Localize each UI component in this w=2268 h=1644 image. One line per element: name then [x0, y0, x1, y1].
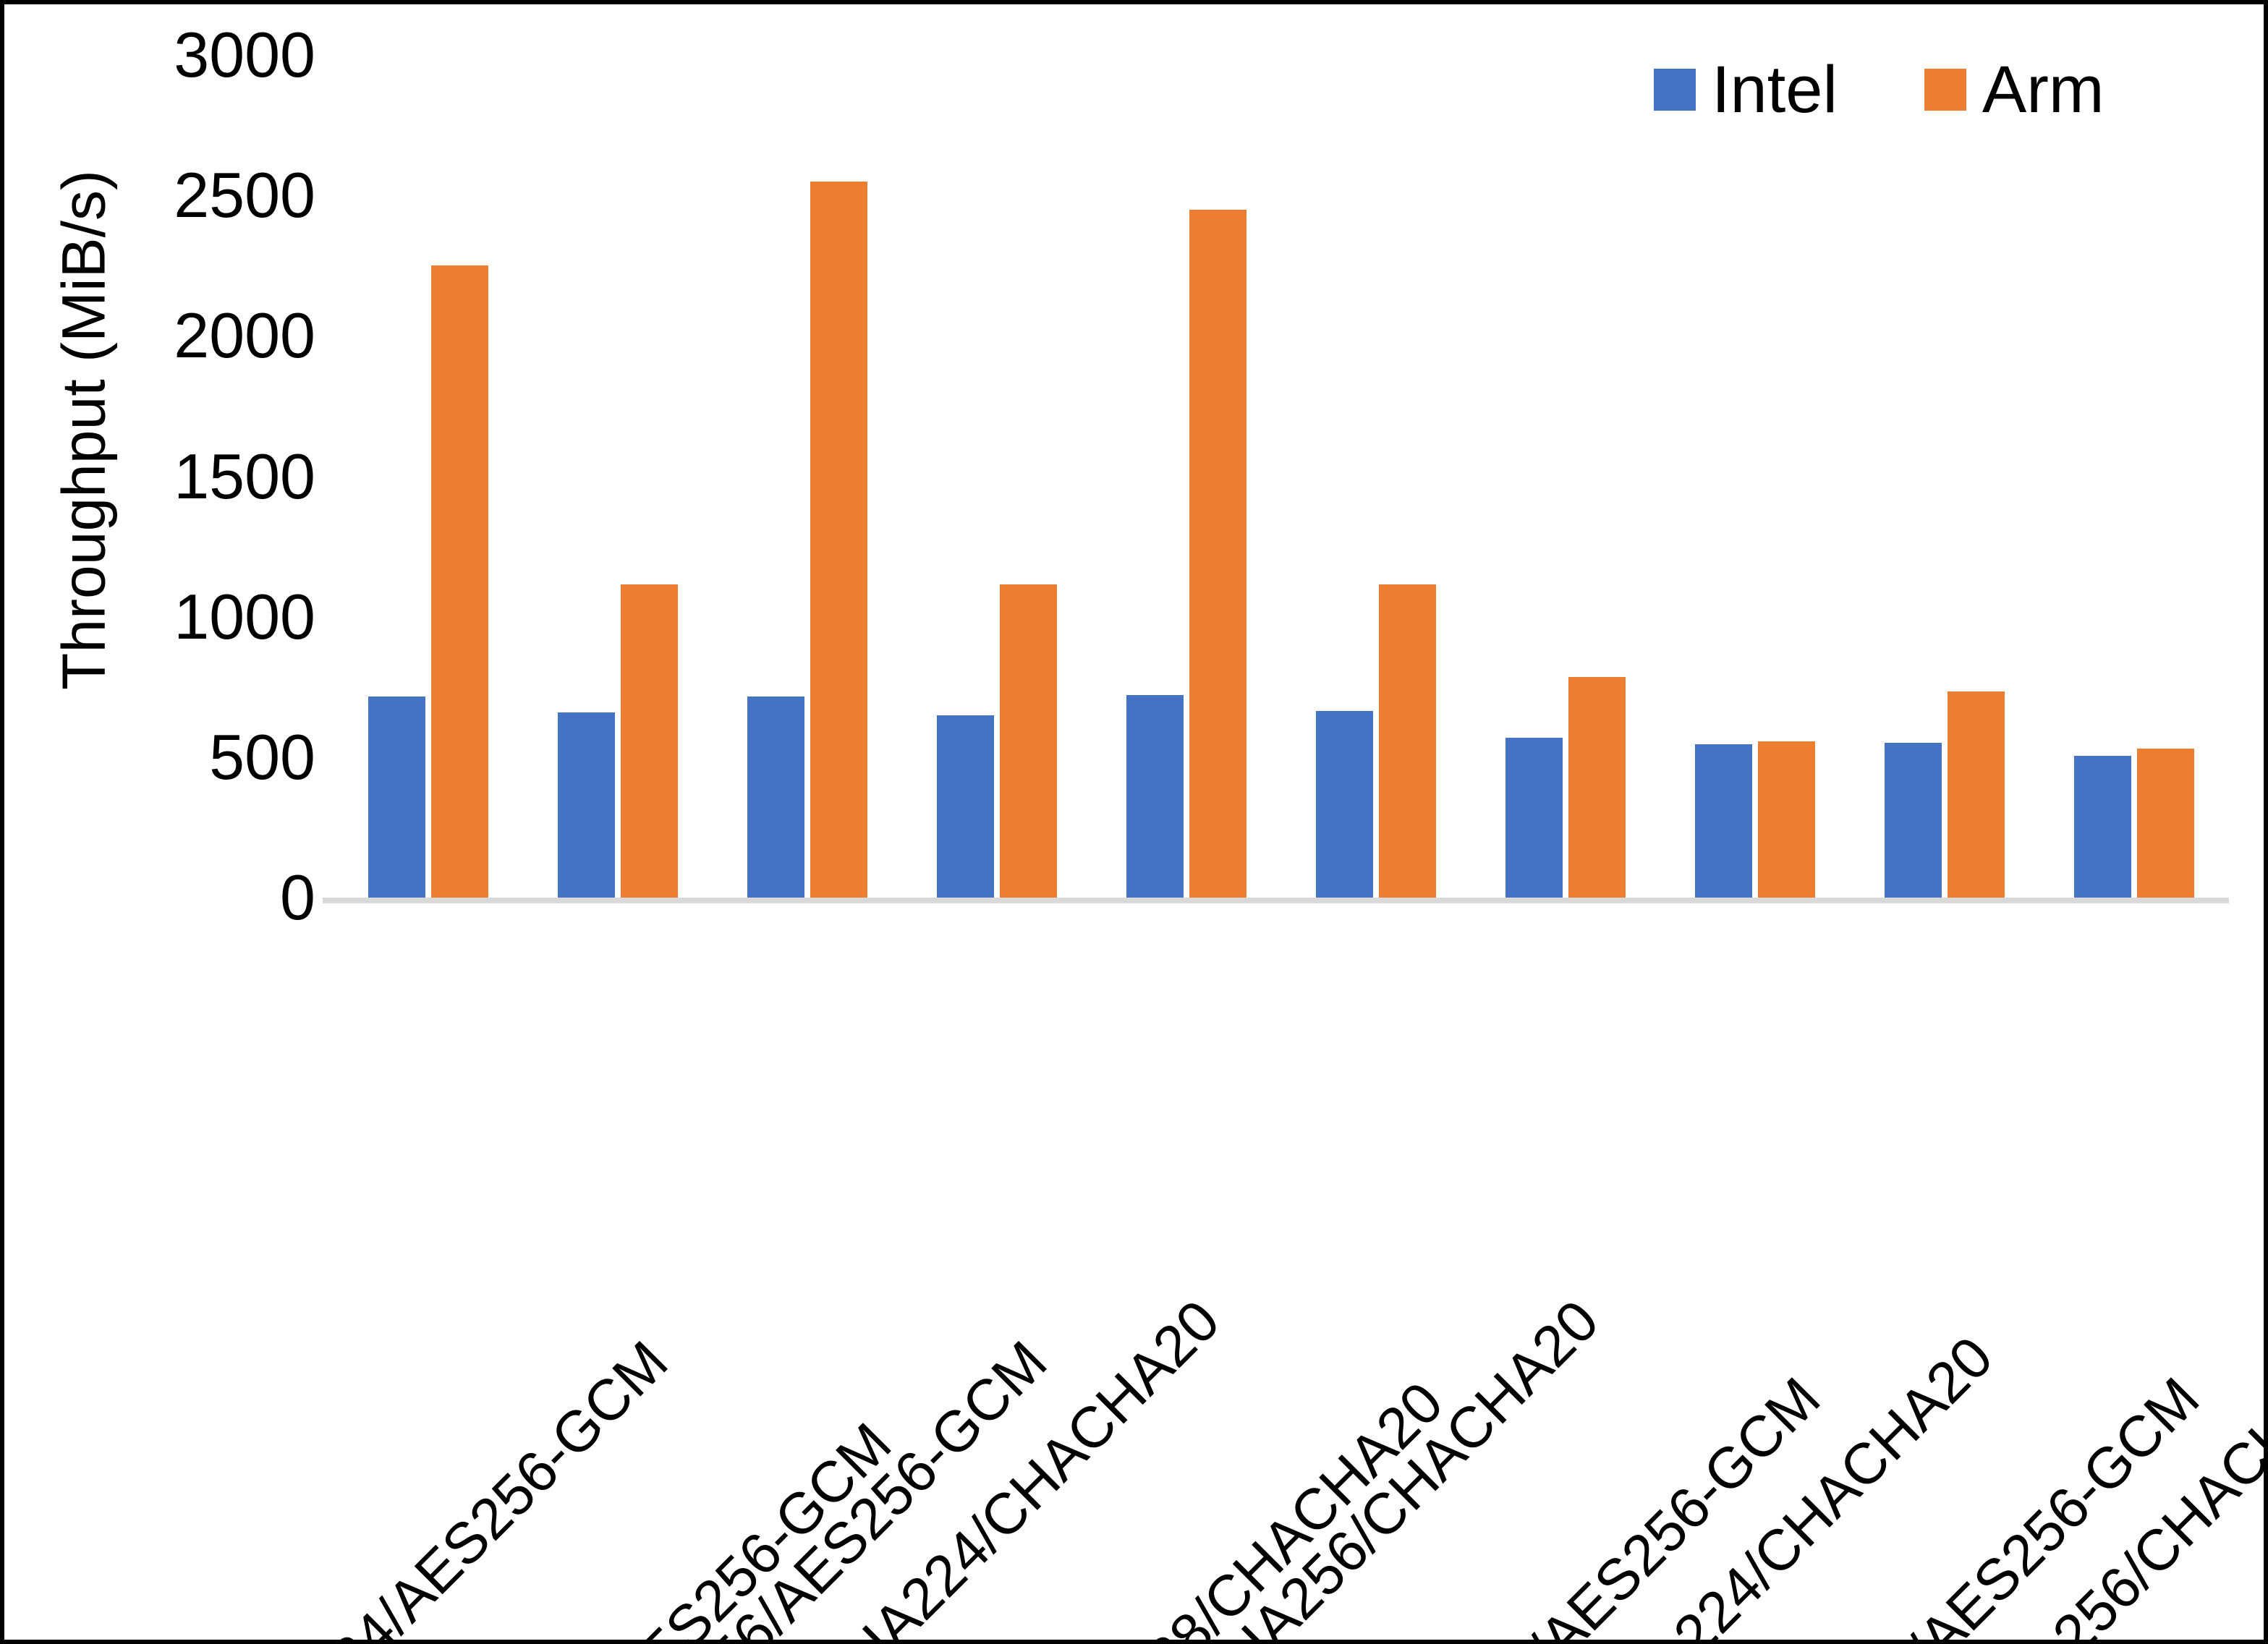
- bar-arm[interactable]: [1758, 741, 1815, 898]
- bar-group: [1092, 55, 1281, 898]
- y-axis-tick-label: 3000: [174, 19, 315, 90]
- bar-intel[interactable]: [2074, 755, 2131, 898]
- bar-group: [523, 55, 713, 898]
- bar-arm[interactable]: [1000, 584, 1057, 898]
- bar-intel[interactable]: [1695, 744, 1752, 898]
- y-axis-tick-labels: 3000 2500 2000 1500 1000 500 0: [127, 4, 315, 933]
- x-axis-category-labels: SHA224/AES256-GCMSHA256-128/AES256-GCMSH…: [211, 908, 2264, 1640]
- bar-intel[interactable]: [558, 712, 615, 898]
- bar-group: [1850, 55, 2039, 898]
- legend-label: Intel: [1712, 53, 1838, 127]
- bar-intel[interactable]: [1126, 695, 1184, 898]
- bar-arm[interactable]: [431, 265, 488, 898]
- bar-group: [902, 55, 1092, 898]
- bar-group: [713, 55, 902, 898]
- bar-group: [2039, 55, 2229, 898]
- y-axis-tick-label: 1500: [174, 440, 315, 512]
- y-axis-tick-label: 2000: [174, 299, 315, 372]
- legend-swatch-arm-icon: [1924, 69, 1966, 111]
- bar-intel[interactable]: [1885, 743, 1942, 898]
- bar-arm[interactable]: [1379, 584, 1436, 898]
- legend-label: Arm: [1982, 53, 2105, 127]
- plot-area: [323, 55, 2229, 903]
- legend-entry-arm[interactable]: Arm: [1924, 56, 2105, 123]
- y-axis-title: Throughput (MiB/s): [49, 170, 118, 690]
- bar-arm[interactable]: [810, 181, 867, 898]
- y-axis-tick-label: 0: [280, 861, 315, 933]
- legend-swatch-intel-icon: [1654, 69, 1696, 111]
- bar-intel[interactable]: [368, 697, 425, 898]
- y-axis-tick-label: 2500: [174, 159, 315, 231]
- x-axis-category-label: SHA224/AES256-GCM: [211, 1329, 680, 1644]
- bar-arm[interactable]: [621, 584, 678, 898]
- bar-group: [1660, 55, 1850, 898]
- bar-intel[interactable]: [1505, 737, 1563, 898]
- bar-groups: [334, 55, 2229, 898]
- bar-group: [1281, 55, 1471, 898]
- chart-legend: Intel Arm: [1654, 56, 2105, 123]
- bar-intel[interactable]: [1316, 710, 1373, 898]
- y-axis-tick-label: 500: [209, 720, 315, 793]
- bar-arm[interactable]: [1568, 677, 1626, 898]
- bar-group: [334, 55, 523, 898]
- bar-intel[interactable]: [747, 697, 804, 898]
- bar-arm[interactable]: [1948, 691, 2005, 898]
- bar-arm[interactable]: [1189, 209, 1246, 898]
- y-axis-tick-label: 1000: [174, 580, 315, 652]
- bar-intel[interactable]: [937, 715, 994, 898]
- x-axis-baseline: [323, 898, 2229, 903]
- legend-entry-intel[interactable]: Intel: [1654, 56, 1838, 123]
- bar-group: [1471, 55, 1660, 898]
- bar-arm[interactable]: [2137, 749, 2194, 898]
